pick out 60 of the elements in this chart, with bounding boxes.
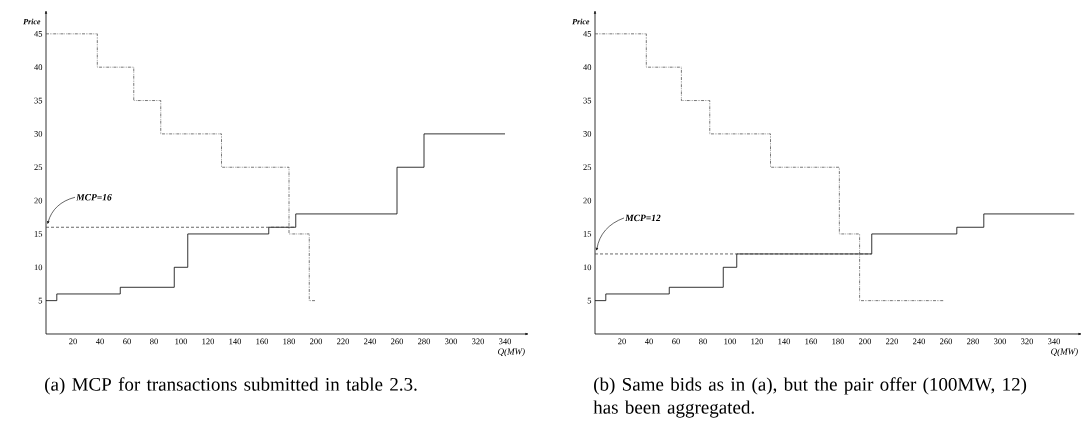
y-tick-label: 40 — [34, 64, 43, 71]
y-tick-label: 45 — [583, 30, 592, 37]
y-tick-label: 35 — [34, 97, 43, 104]
y-tick-label: 40 — [583, 64, 592, 71]
text: (b) Same bids as in (a), but the pair offer (100MW, 12) has been aggregated. — [593, 377, 1027, 418]
y-tick-label: 25 — [34, 164, 43, 171]
x-tick-label: 200 — [859, 338, 872, 345]
x-tick-label: 180 — [832, 338, 845, 345]
y-tick-label: 20 — [34, 197, 43, 204]
y-axis-title: Price — [23, 18, 41, 25]
y-tick-label: 30 — [34, 131, 43, 137]
x-tick-label: 60 — [672, 338, 680, 345]
y-tick-label: 15 — [583, 231, 592, 237]
x-tick-label: 80 — [150, 338, 158, 345]
x-tick-label: 240 — [913, 338, 926, 345]
x-tick-label: 200 — [310, 338, 323, 345]
x-tick-label: 100 — [175, 338, 188, 345]
y-tick-label: 20 — [583, 197, 592, 204]
y-tick-label: 5 — [587, 297, 592, 304]
x-tick-label: 20 — [69, 338, 77, 345]
y-tick-label: 10 — [34, 264, 43, 271]
x-tick-label: 300 — [994, 338, 1007, 345]
x-tick-label: 120 — [202, 338, 215, 345]
y-tick-label: 5 — [38, 297, 43, 304]
x-tick-label: 80 — [699, 338, 707, 345]
y-tick-label: 10 — [583, 264, 592, 271]
x-tick-label: 220 — [886, 338, 899, 345]
x-tick-label: 260 — [940, 338, 953, 345]
annotation: MCP=16 — [76, 194, 112, 201]
x-tick-label: 120 — [751, 338, 764, 345]
x-tick-label: 260 — [391, 338, 404, 345]
x-tick-label: 340 — [1048, 338, 1061, 345]
y-tick-label: 45 — [34, 30, 43, 37]
x-tick-label: 220 — [337, 338, 350, 345]
y-tick-label: 25 — [583, 164, 592, 171]
x-axis-title: Q(MW) — [498, 348, 525, 357]
x-tick-label: 60 — [123, 338, 131, 345]
x-tick-label: 240 — [364, 338, 377, 345]
x-tick-label: 180 — [283, 338, 296, 345]
y-tick-label: 15 — [34, 231, 43, 237]
x-axis-title: Q(MW) — [1051, 348, 1078, 357]
x-tick-label: 160 — [256, 338, 269, 345]
y-axis-title: Price — [572, 18, 590, 25]
y-tick-label: 35 — [583, 97, 592, 104]
x-tick-label: 280 — [418, 338, 431, 345]
x-tick-label: 300 — [445, 338, 458, 345]
x-tick-label: 140 — [778, 338, 791, 345]
x-tick-label: 160 — [805, 338, 818, 345]
x-tick-label: 320 — [472, 338, 485, 345]
x-tick-label: 280 — [967, 338, 980, 345]
x-tick-label: 320 — [1021, 338, 1034, 345]
x-tick-label: 40 — [644, 338, 653, 345]
x-tick-label: 340 — [499, 338, 512, 345]
x-tick-label: 140 — [229, 338, 242, 345]
y-tick-label: 30 — [583, 131, 592, 137]
text: (a) MCP for transactions submitted in table 2.3. — [45, 377, 417, 395]
annotation: MCP=12 — [625, 214, 661, 222]
x-tick-label: 20 — [618, 338, 626, 345]
x-tick-label: 40 — [95, 338, 104, 345]
x-tick-label: 100 — [724, 338, 737, 345]
